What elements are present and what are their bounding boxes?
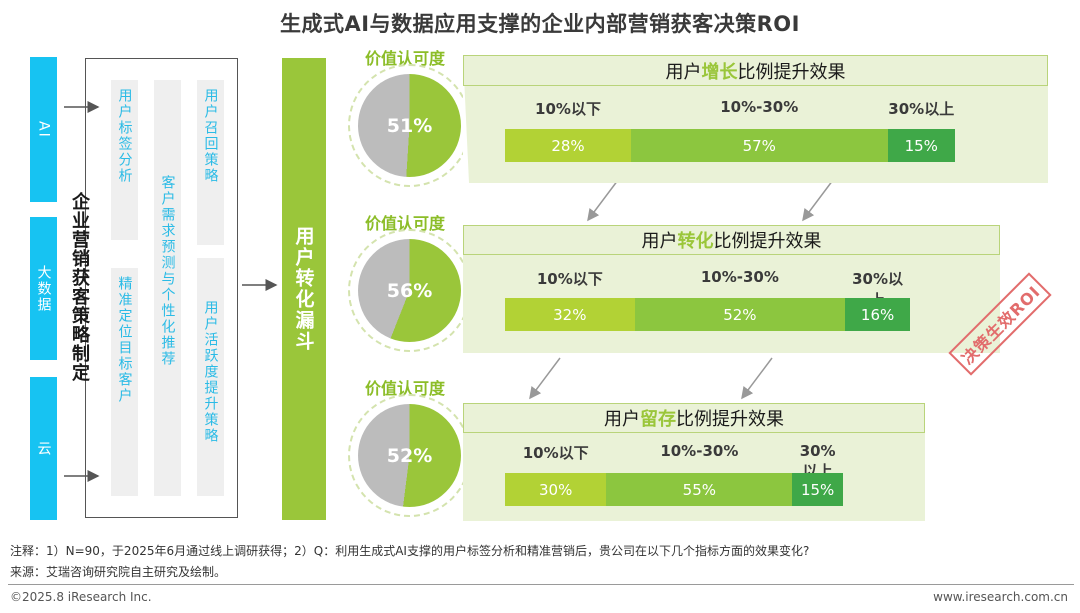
panel-title-prefix: 用户 <box>665 61 702 83</box>
arrow-panel1-to-panel2-right <box>802 179 834 222</box>
value-recognition-label: 价值认可度 <box>365 49 446 68</box>
segment-labels: 10%以下 10%-30% 30%以上 <box>505 268 910 309</box>
page-title: 生成式AI与数据应用支撑的企业内部营销获客决策ROI <box>280 12 800 36</box>
recognition-pie <box>358 404 461 507</box>
bar-segment-mid: 52% <box>634 298 846 331</box>
panel-title: 用户 增长 比例提升效果 <box>463 55 1048 86</box>
tech-bar-ai: AI <box>30 57 57 202</box>
value-recognition-label: 价值认可度 <box>365 214 446 233</box>
segment-label-mid: 10%-30% <box>720 98 799 116</box>
tech-label-cloud: 云 <box>35 440 52 457</box>
feature-precise-targeting: 精准定位目标客户 <box>111 268 138 496</box>
footnote: 注释：1）N=90，于2025年6月通过线上调研获得；2）Q：利用生成式AI支撑… <box>10 544 810 558</box>
segment-labels: 10%以下 10%-30% 30%以上 <box>505 442 843 480</box>
stacked-bar: 32% 52% 16% <box>505 298 910 331</box>
feature-label: 用户标签分析 <box>116 88 133 184</box>
feature-activity-boost: 用户活跃度提升策略 <box>197 258 224 496</box>
bar-segment-high: 15% <box>887 129 955 162</box>
funnel-label: 用户转化漏斗 <box>292 226 315 352</box>
arrow-panel1-to-panel2-left <box>587 179 619 222</box>
panel-title-highlight: 增长 <box>701 61 738 83</box>
website-link[interactable]: www.iresearch.com.cn <box>933 590 1068 604</box>
value-recognition-label: 价值认可度 <box>365 379 446 398</box>
panel-title-suffix: 比例提升效果 <box>676 409 784 430</box>
copyright: ©2025.8 iResearch Inc. <box>10 590 152 604</box>
segment-label-mid: 10%-30% <box>660 442 739 460</box>
panel-title-highlight: 留存 <box>640 409 676 430</box>
tech-bar-bigdata: 大数据 <box>30 217 57 360</box>
panel-title: 用户 留存 比例提升效果 <box>463 403 925 433</box>
panel-title: 用户 转化 比例提升效果 <box>463 225 1000 255</box>
segment-label-low: 10%以下 <box>535 100 601 118</box>
segment-label-high: 30%以上 <box>888 100 955 118</box>
tech-bar-cloud: 云 <box>30 377 57 520</box>
source-note: 来源：艾瑞咨询研究院自主研究及绘制。 <box>10 565 227 579</box>
segment-labels: 10%以下 10%-30% 30%以上 <box>505 98 955 118</box>
panel-title-suffix: 比例提升效果 <box>737 61 846 83</box>
tech-label-ai: AI <box>35 120 52 139</box>
feature-user-recall: 用户召回策略 <box>197 80 224 245</box>
bar-segment-high: 16% <box>845 298 910 331</box>
bar-segment-mid: 57% <box>631 129 888 162</box>
recognition-pie <box>358 239 461 342</box>
segment-label-low: 10%以下 <box>522 444 589 462</box>
footer-divider <box>8 584 1074 585</box>
pie-value: 52% <box>386 444 433 467</box>
segment-label-low: 10%以下 <box>536 270 603 288</box>
pie-value: 51% <box>386 114 433 137</box>
bar-segment-mid: 55% <box>606 473 793 506</box>
feature-demand-prediction: 客户需求预测与个性化推荐 <box>154 80 181 496</box>
feature-user-tagging: 用户标签分析 <box>111 80 138 240</box>
recognition-pie <box>358 74 461 177</box>
strategy-label: 企业营销获客策略制定 <box>69 192 90 382</box>
panel-title-prefix: 用户 <box>641 231 678 252</box>
tech-label-bigdata: 大数据 <box>35 264 52 313</box>
stacked-bar: 28% 57% 15% <box>505 129 955 162</box>
arrow-panel2-to-panel3-left <box>529 357 561 400</box>
funnel-bar: 用户转化漏斗 <box>282 58 326 520</box>
arrow-panel2-to-panel3-right <box>741 357 773 400</box>
feature-label: 用户召回策略 <box>202 88 219 184</box>
stacked-bar: 30% 55% 15% <box>505 473 843 506</box>
panel-title-prefix: 用户 <box>604 409 640 430</box>
strategy-box <box>85 58 238 518</box>
bar-segment-high: 15% <box>792 473 843 506</box>
feature-label: 用户活跃度提升策略 <box>202 300 219 444</box>
panel-title-highlight: 转化 <box>677 231 714 252</box>
bar-segment-low: 32% <box>505 298 635 331</box>
panel-title-suffix: 比例提升效果 <box>713 231 822 252</box>
bar-segment-low: 30% <box>505 473 607 506</box>
feature-label: 客户需求预测与个性化推荐 <box>159 175 176 367</box>
pie-value: 56% <box>386 279 433 302</box>
segment-label-mid: 10%-30% <box>700 268 779 286</box>
feature-label: 精准定位目标客户 <box>116 276 133 404</box>
bar-segment-low: 28% <box>505 129 631 162</box>
